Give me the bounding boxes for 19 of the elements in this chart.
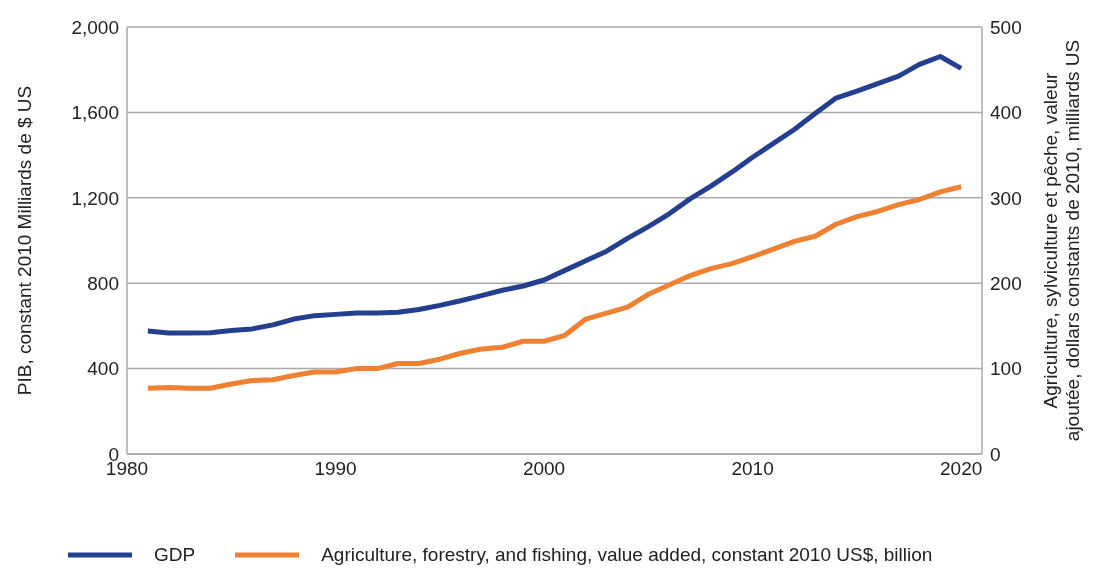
- y-tick-label: 400: [87, 358, 119, 380]
- y-tick-label: 1,200: [71, 187, 119, 209]
- y2-tick-label: 300: [990, 187, 1022, 209]
- x-tick-label: 1990: [314, 458, 357, 480]
- x-tick-label: 2020: [940, 458, 983, 480]
- y2-tick-label: 400: [990, 102, 1022, 124]
- y-tick-label: 2,000: [71, 16, 119, 38]
- y-tick-label: 1,600: [71, 102, 119, 124]
- y2-tick-label: 500: [990, 16, 1022, 38]
- legend-label: GDP: [154, 544, 196, 566]
- x-tick-label: 2000: [522, 458, 566, 480]
- y-tick-label: 800: [87, 272, 119, 294]
- y2-tick-label: 200: [990, 272, 1022, 294]
- y2-axis-title: Agriculture, sylviculture et pêche, valeur ajoutée, dollars constants de 2010, milliards US: [1040, 39, 1083, 442]
- y2-tick-label: 100: [990, 358, 1022, 380]
- legend-label: Agriculture, forestry, and fishing, value added, constant 2010 US$, billion: [321, 544, 933, 566]
- y-axis-title: PIB, constant 2010 Milliards de $ US: [13, 85, 35, 396]
- y2-tick-label: 0: [990, 443, 1001, 465]
- x-tick-label: 2010: [731, 458, 774, 480]
